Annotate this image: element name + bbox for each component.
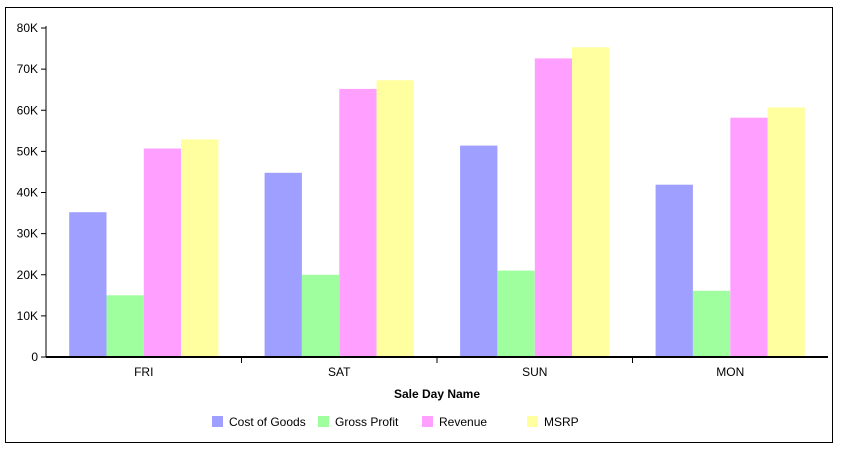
legend-swatch-cost-of-goods: [212, 416, 223, 427]
bar-gross-profit-sun: [497, 270, 535, 357]
legend-label-cost-of-goods: Cost of Goods: [229, 415, 306, 429]
bar-revenue-sat: [339, 88, 377, 358]
bar-gross-profit-fri: [106, 295, 144, 357]
bar-msrp-sun: [572, 47, 610, 358]
bar-msrp-mon: [767, 107, 805, 358]
bar-cost-of-goods-mon: [655, 184, 693, 357]
legend-label-msrp: MSRP: [544, 415, 579, 429]
x-tick-label-fri: FRI: [134, 365, 153, 379]
y-tick-label: 40K: [17, 186, 38, 200]
bar-gross-profit-sat: [301, 274, 340, 358]
x-tick-label-sun: SUN: [522, 365, 547, 379]
bar-revenue-sun: [534, 58, 573, 358]
bar-revenue-fri: [143, 148, 182, 357]
bar-msrp-sat: [376, 80, 414, 357]
bar-msrp-fri: [181, 139, 219, 357]
legend: Cost of Goods Gross Profit Revenue MSRP: [212, 415, 579, 429]
y-tick-label: 30K: [17, 227, 38, 241]
bars-group: [69, 47, 805, 358]
bar-gross-profit-mon: [692, 290, 731, 357]
x-tick-label-mon: MON: [716, 365, 744, 379]
y-tick-label: 0: [31, 350, 38, 364]
legend-swatch-msrp: [527, 416, 538, 427]
legend-label-revenue: Revenue: [439, 415, 487, 429]
bar-cost-of-goods-sat: [264, 172, 302, 357]
y-tick-label: 20K: [17, 268, 38, 282]
y-tick-label: 70K: [17, 62, 38, 76]
x-axis-title: Sale Day Name: [394, 387, 480, 401]
y-tick-label: 80K: [17, 21, 38, 35]
x-axis: FRI SAT SUN MON: [46, 356, 828, 379]
y-tick-label: 10K: [17, 309, 38, 323]
legend-swatch-gross-profit: [318, 416, 329, 427]
bar-cost-of-goods-fri: [69, 212, 107, 357]
bar-revenue-mon: [730, 117, 768, 357]
chart-frame: [5, 7, 833, 443]
x-tick-label-sat: SAT: [328, 365, 351, 379]
legend-label-gross-profit: Gross Profit: [335, 415, 399, 429]
y-tick-label: 60K: [17, 103, 38, 117]
bar-cost-of-goods-sun: [460, 145, 498, 357]
y-tick-label: 50K: [17, 144, 38, 158]
y-axis: 0 10K 20K 30K 40K 50K 60K 70K 80K: [17, 21, 47, 364]
legend-swatch-revenue: [422, 416, 433, 427]
